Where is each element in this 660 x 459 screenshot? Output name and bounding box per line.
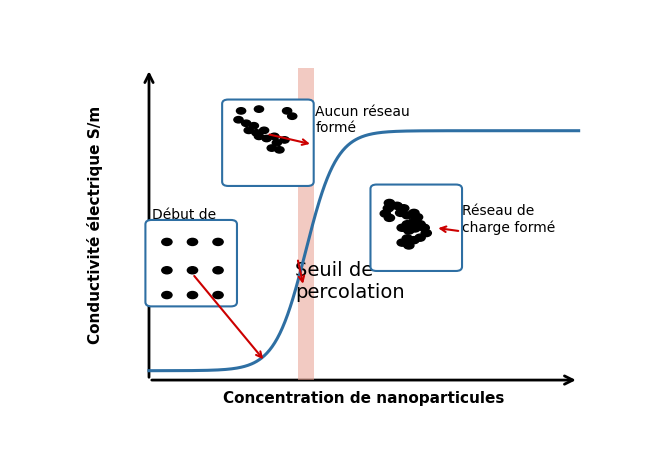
Text: Début de
formation
du réseau: Début de formation du réseau — [152, 207, 220, 253]
Circle shape — [213, 239, 223, 246]
Circle shape — [162, 239, 172, 246]
Circle shape — [187, 267, 197, 274]
Circle shape — [288, 114, 297, 120]
Circle shape — [419, 225, 429, 232]
Circle shape — [242, 121, 251, 127]
Circle shape — [234, 118, 243, 123]
Circle shape — [262, 136, 271, 142]
Text: Seuil de
percolation: Seuil de percolation — [295, 260, 405, 301]
Circle shape — [392, 203, 402, 210]
Circle shape — [409, 219, 419, 226]
Circle shape — [282, 108, 292, 115]
Circle shape — [249, 123, 259, 129]
Circle shape — [409, 210, 419, 217]
Circle shape — [397, 225, 407, 232]
Circle shape — [410, 225, 420, 233]
Circle shape — [267, 146, 277, 152]
Text: Conductivité électrique S/m: Conductivité électrique S/m — [87, 106, 103, 344]
Circle shape — [421, 230, 432, 237]
Circle shape — [254, 134, 263, 140]
Circle shape — [399, 205, 409, 213]
Circle shape — [236, 108, 246, 115]
Bar — [298, 69, 313, 380]
Circle shape — [384, 215, 395, 222]
Circle shape — [254, 106, 263, 113]
Circle shape — [275, 147, 284, 154]
Circle shape — [397, 240, 407, 246]
Circle shape — [213, 267, 223, 274]
Circle shape — [280, 137, 289, 144]
Circle shape — [402, 221, 412, 228]
Circle shape — [402, 235, 412, 242]
Circle shape — [404, 242, 414, 249]
Circle shape — [415, 221, 425, 228]
FancyBboxPatch shape — [222, 101, 314, 186]
Circle shape — [409, 237, 419, 244]
Circle shape — [270, 134, 279, 140]
Circle shape — [273, 140, 281, 146]
Circle shape — [162, 292, 172, 299]
Circle shape — [187, 239, 197, 246]
Text: Concentration de nanoparticules: Concentration de nanoparticules — [223, 390, 504, 405]
Circle shape — [415, 235, 425, 242]
Circle shape — [404, 228, 414, 235]
Circle shape — [383, 205, 393, 213]
Text: Aucun réseau
formé: Aucun réseau formé — [315, 105, 410, 134]
Circle shape — [162, 267, 172, 274]
Circle shape — [384, 200, 395, 207]
Circle shape — [412, 214, 422, 221]
FancyBboxPatch shape — [145, 220, 237, 307]
Circle shape — [395, 210, 406, 217]
Circle shape — [252, 130, 261, 137]
Circle shape — [259, 128, 269, 134]
Circle shape — [402, 213, 412, 219]
Text: Réseau de
charge formé: Réseau de charge formé — [462, 203, 555, 234]
Circle shape — [244, 128, 253, 134]
Circle shape — [213, 292, 223, 299]
FancyBboxPatch shape — [370, 185, 462, 271]
Circle shape — [187, 292, 197, 299]
Circle shape — [380, 211, 391, 218]
